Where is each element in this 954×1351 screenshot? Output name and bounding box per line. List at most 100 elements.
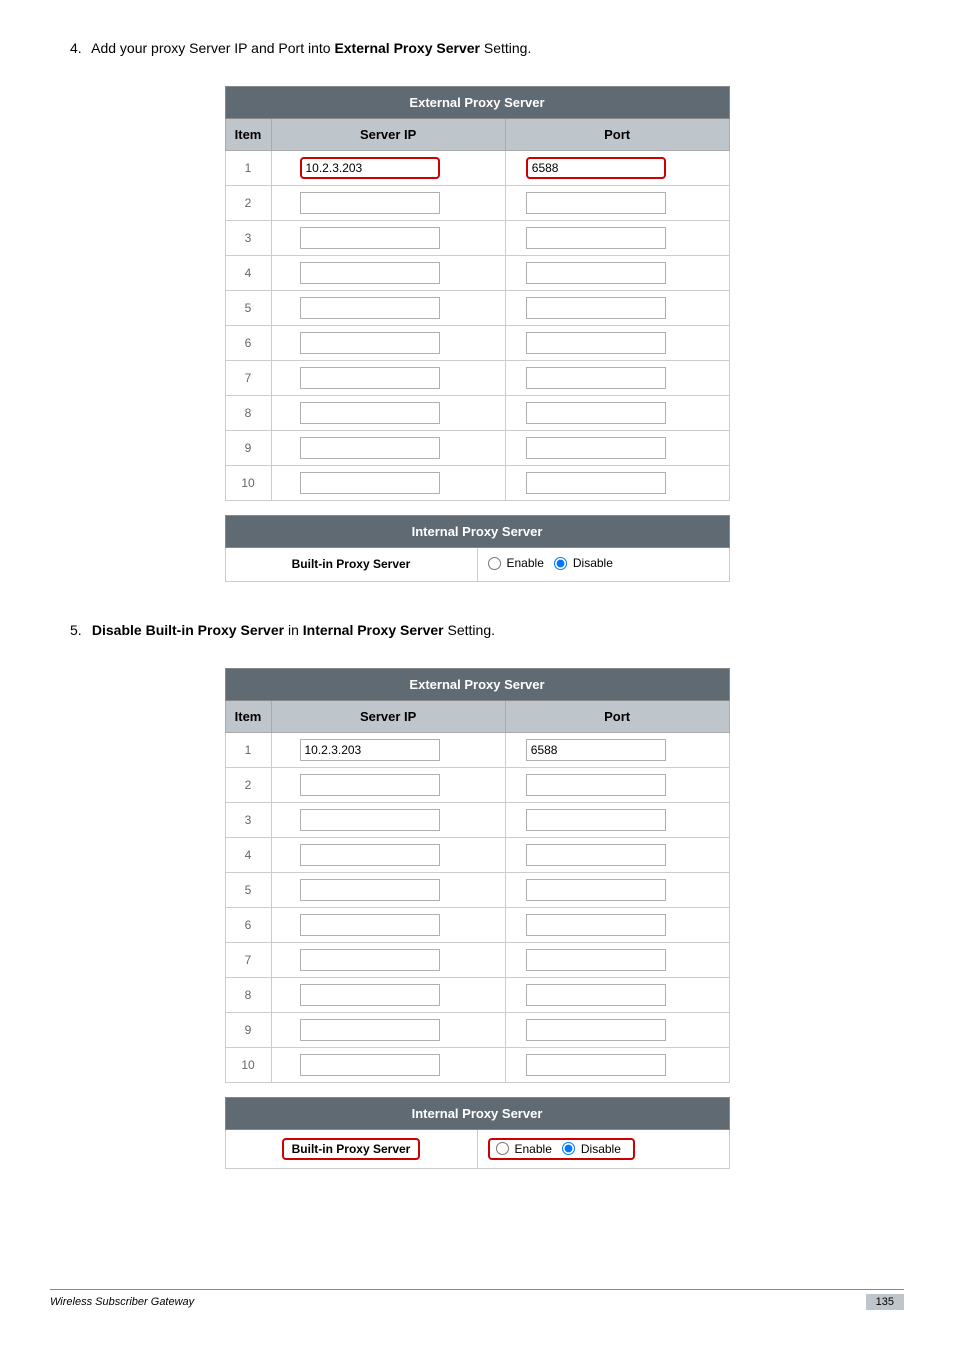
item-number: 6: [225, 326, 271, 361]
port-cell: [505, 837, 729, 872]
external-title-2: External Proxy Server: [225, 668, 729, 700]
radio-cell-2: Enable Disable: [477, 1129, 729, 1168]
enable-radio-2[interactable]: [496, 1142, 509, 1155]
port-cell: [505, 802, 729, 837]
port-cell: [505, 186, 729, 221]
builtin-label-cell-1: Built-in Proxy Server: [225, 548, 477, 582]
server-ip-input[interactable]: [300, 332, 440, 354]
server-ip-input[interactable]: [300, 949, 440, 971]
internal-proxy-table-1: Internal Proxy Server Built-in Proxy Ser…: [225, 515, 730, 582]
server-ip-input[interactable]: [300, 1019, 440, 1041]
port-input[interactable]: [526, 984, 666, 1006]
server-ip-input[interactable]: [300, 809, 440, 831]
port-input[interactable]: [526, 914, 666, 936]
server-ip-input[interactable]: [300, 1054, 440, 1076]
table-row: 9: [225, 1012, 729, 1047]
server-ip-cell: [271, 256, 505, 291]
server-ip-input[interactable]: [300, 774, 440, 796]
port-cell: [505, 361, 729, 396]
port-input[interactable]: [526, 262, 666, 284]
radio-cell-1: Enable Disable: [477, 548, 729, 582]
item-number: 6: [225, 907, 271, 942]
server-ip-input[interactable]: [300, 297, 440, 319]
server-ip-input[interactable]: [300, 367, 440, 389]
item-number: 9: [225, 1012, 271, 1047]
server-ip-input[interactable]: [300, 472, 440, 494]
table-row: 5: [225, 872, 729, 907]
step5-mid: in: [284, 622, 303, 638]
port-input[interactable]: [526, 332, 666, 354]
col-port-1: Port: [505, 119, 729, 151]
port-cell: [505, 907, 729, 942]
port-input[interactable]: [526, 157, 666, 179]
port-cell: [505, 466, 729, 501]
port-input[interactable]: [526, 739, 666, 761]
step4-bold: External Proxy Server: [334, 40, 480, 56]
builtin-label-cell-2: Built-in Proxy Server: [225, 1129, 477, 1168]
table-row: 2: [225, 767, 729, 802]
server-ip-input[interactable]: [300, 192, 440, 214]
server-ip-input[interactable]: [300, 844, 440, 866]
server-ip-input[interactable]: [300, 157, 440, 179]
item-number: 4: [225, 837, 271, 872]
table-row: 10: [225, 466, 729, 501]
col-port-2: Port: [505, 700, 729, 732]
table-row: 8: [225, 396, 729, 431]
port-input[interactable]: [526, 297, 666, 319]
enable-radio-1[interactable]: [488, 557, 501, 570]
step5-bold1: Disable Built-in Proxy Server: [92, 622, 284, 638]
table-row: 6: [225, 907, 729, 942]
port-input[interactable]: [526, 774, 666, 796]
server-ip-cell: [271, 431, 505, 466]
port-input[interactable]: [526, 1054, 666, 1076]
disable-radio-2[interactable]: [562, 1142, 575, 1155]
port-input[interactable]: [526, 949, 666, 971]
item-number: 2: [225, 767, 271, 802]
port-cell: [505, 256, 729, 291]
port-input[interactable]: [526, 844, 666, 866]
server-ip-input[interactable]: [300, 739, 440, 761]
table-row: 7: [225, 361, 729, 396]
port-input[interactable]: [526, 402, 666, 424]
page-footer: Wireless Subscriber Gateway 135: [50, 1289, 904, 1310]
table-row: 4: [225, 256, 729, 291]
step4-suffix: Setting.: [480, 40, 531, 56]
port-input[interactable]: [526, 1019, 666, 1041]
item-number: 7: [225, 942, 271, 977]
server-ip-input[interactable]: [300, 984, 440, 1006]
item-number: 5: [225, 291, 271, 326]
server-ip-input[interactable]: [300, 879, 440, 901]
port-cell: [505, 151, 729, 186]
internal-proxy-table-2: Internal Proxy Server Built-in Proxy Ser…: [225, 1097, 730, 1169]
port-input[interactable]: [526, 879, 666, 901]
server-ip-input[interactable]: [300, 227, 440, 249]
server-ip-cell: [271, 767, 505, 802]
port-input[interactable]: [526, 472, 666, 494]
port-input[interactable]: [526, 192, 666, 214]
port-cell: [505, 326, 729, 361]
server-ip-input[interactable]: [300, 402, 440, 424]
disable-radio-1[interactable]: [554, 557, 567, 570]
port-input[interactable]: [526, 367, 666, 389]
item-number: 10: [225, 466, 271, 501]
server-ip-input[interactable]: [300, 437, 440, 459]
item-number: 1: [225, 732, 271, 767]
server-ip-cell: [271, 151, 505, 186]
server-ip-input[interactable]: [300, 262, 440, 284]
step5-instruction: 5. Disable Built-in Proxy Server in Inte…: [50, 622, 904, 638]
server-ip-cell: [271, 732, 505, 767]
enable-label-2: Enable: [515, 1142, 552, 1156]
col-item-1: Item: [225, 119, 271, 151]
footer-page: 135: [866, 1294, 904, 1310]
server-ip-cell: [271, 361, 505, 396]
port-input[interactable]: [526, 809, 666, 831]
server-ip-cell: [271, 872, 505, 907]
server-ip-cell: [271, 942, 505, 977]
port-input[interactable]: [526, 437, 666, 459]
port-input[interactable]: [526, 227, 666, 249]
table-row: 9: [225, 431, 729, 466]
item-number: 8: [225, 977, 271, 1012]
server-ip-input[interactable]: [300, 914, 440, 936]
item-number: 3: [225, 802, 271, 837]
disable-label-2: Disable: [581, 1142, 621, 1156]
